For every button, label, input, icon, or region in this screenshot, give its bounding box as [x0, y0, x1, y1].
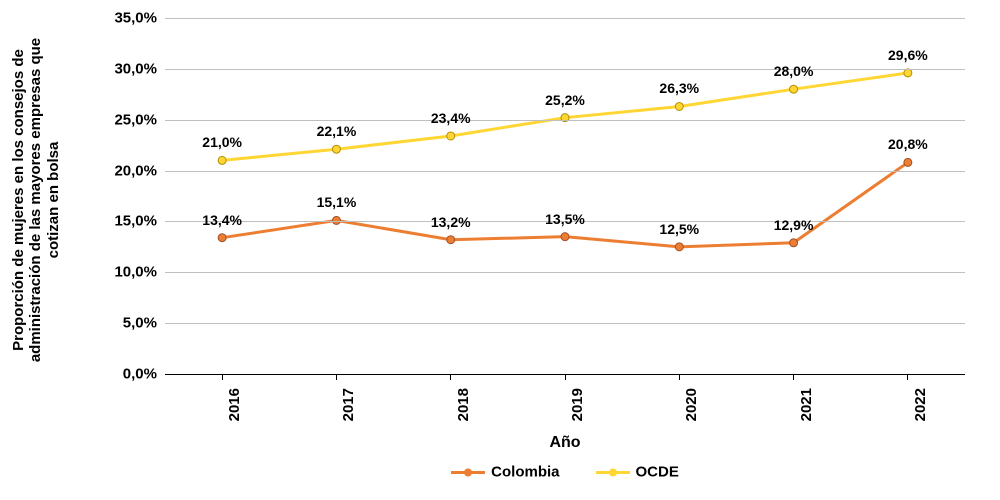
series-marker: [218, 156, 226, 164]
x-tick-label: 2017: [340, 384, 357, 438]
series-marker: [332, 216, 340, 224]
series-marker: [790, 85, 798, 93]
series-marker: [447, 236, 455, 244]
gridline: [165, 18, 965, 19]
gridline: [165, 171, 965, 172]
line-chart: Proporción de mujeres en los consejos de…: [0, 0, 1000, 500]
legend-swatch: [596, 465, 630, 479]
legend-swatch: [451, 465, 485, 479]
y-axis-title: Proporción de mujeres en los consejos de…: [10, 10, 70, 390]
data-label: 13,4%: [202, 212, 242, 228]
gridline: [165, 272, 965, 273]
data-label: 13,5%: [545, 211, 585, 227]
x-tick: [565, 374, 566, 380]
data-label: 20,8%: [888, 136, 928, 152]
x-tick-label: 2021: [798, 384, 815, 438]
y-tick-label: 35,0%: [114, 10, 165, 27]
y-tick-label: 0,0%: [123, 366, 165, 383]
legend-item: Colombia: [451, 464, 559, 481]
x-tick: [336, 374, 337, 380]
y-tick-label: 30,0%: [114, 60, 165, 77]
y-tick-label: 20,0%: [114, 162, 165, 179]
x-tick-label: 2016: [226, 384, 243, 438]
x-tick-label: 2019: [569, 384, 586, 438]
legend-item: OCDE: [596, 464, 679, 481]
data-label: 22,1%: [317, 123, 357, 139]
series-marker: [904, 158, 912, 166]
series-marker: [447, 132, 455, 140]
series-marker: [561, 233, 569, 241]
x-tick: [679, 374, 680, 380]
data-label: 28,0%: [774, 63, 814, 79]
series-marker: [332, 145, 340, 153]
series-marker: [675, 243, 683, 251]
data-label: 21,0%: [202, 134, 242, 150]
data-label: 29,6%: [888, 47, 928, 63]
gridline: [165, 323, 965, 324]
x-tick: [222, 374, 223, 380]
x-tick: [450, 374, 451, 380]
x-tick: [907, 374, 908, 380]
plot-area: 0,0%5,0%10,0%15,0%20,0%25,0%30,0%35,0%20…: [165, 18, 965, 374]
series-marker: [675, 102, 683, 110]
gridline: [165, 120, 965, 121]
data-label: 26,3%: [659, 80, 699, 96]
gridline: [165, 69, 965, 70]
data-label: 13,2%: [431, 214, 471, 230]
x-axis-title: Año: [165, 434, 965, 452]
y-tick-label: 15,0%: [114, 213, 165, 230]
data-label: 12,5%: [659, 221, 699, 237]
data-label: 15,1%: [317, 194, 357, 210]
data-label: 25,2%: [545, 92, 585, 108]
y-tick-label: 25,0%: [114, 111, 165, 128]
data-label: 12,9%: [774, 217, 814, 233]
series-lines: [165, 18, 965, 374]
data-label: 23,4%: [431, 110, 471, 126]
x-tick-label: 2022: [912, 384, 929, 438]
x-tick-label: 2018: [455, 384, 472, 438]
x-tick-label: 2020: [683, 384, 700, 438]
y-tick-label: 10,0%: [114, 264, 165, 281]
legend-label: Colombia: [491, 464, 559, 481]
y-tick-label: 5,0%: [123, 315, 165, 332]
series-marker: [904, 69, 912, 77]
x-tick: [793, 374, 794, 380]
legend-label: OCDE: [636, 464, 679, 481]
series-marker: [218, 234, 226, 242]
series-marker: [790, 239, 798, 247]
legend: Colombia OCDE: [165, 464, 965, 481]
